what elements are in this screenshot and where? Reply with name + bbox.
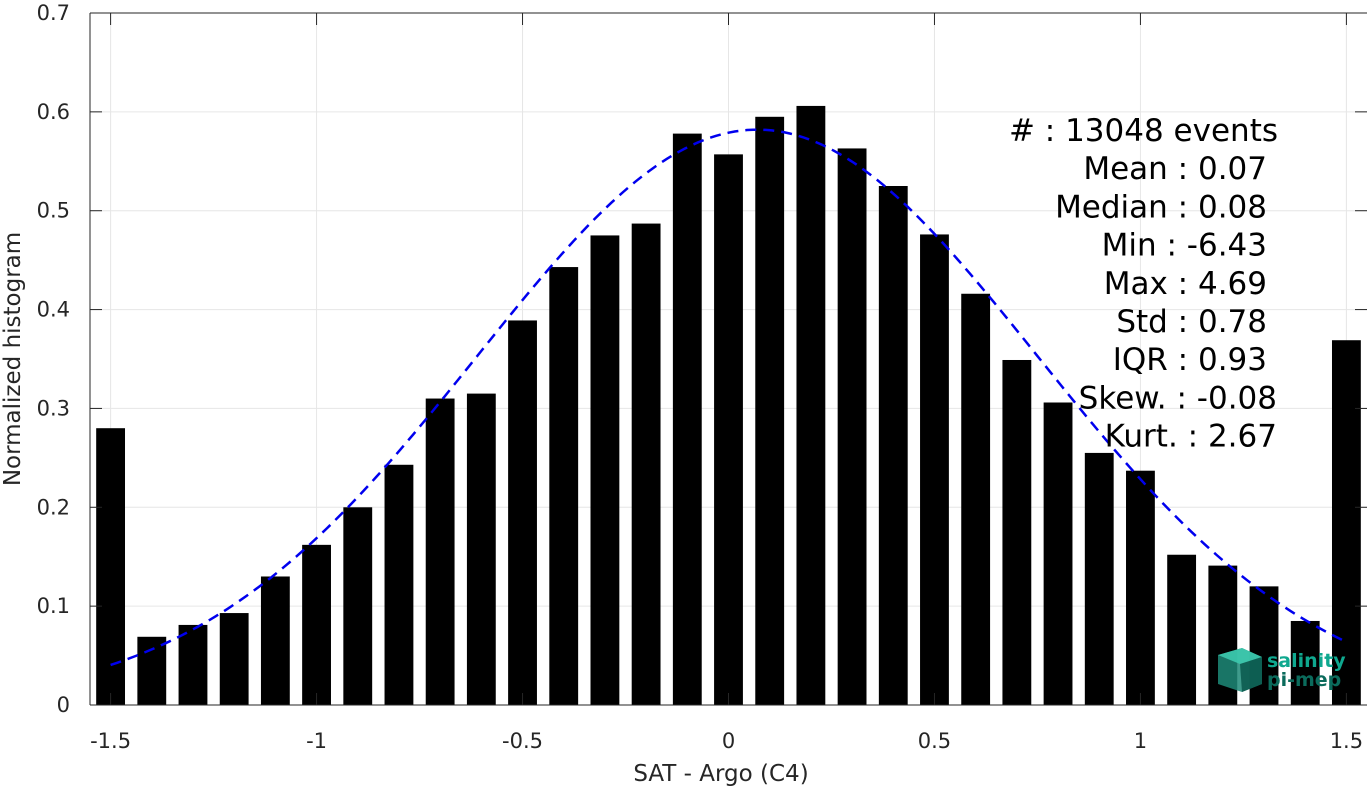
stat-line: IQR : 0.93 [1113, 342, 1267, 378]
x-tick-label: -1.5 [90, 729, 131, 753]
logo-text-salinity: salinity [1267, 650, 1346, 672]
y-axis-label: Normalized histogram [0, 232, 26, 486]
histogram-bar [590, 235, 620, 705]
x-tick-label: -1 [306, 729, 327, 753]
y-tick-label: 0 [57, 693, 70, 717]
stat-line: Std : 0.78 [1116, 304, 1267, 340]
histogram-bar [714, 154, 743, 705]
stat-line: Mean : 0.07 [1083, 151, 1267, 187]
y-axis-ticks: 0 0.1 0.2 0.3 0.4 0.5 0.6 0.7 [37, 1, 1367, 717]
histogram-bar [878, 186, 908, 705]
histogram-bar [961, 293, 991, 705]
histogram-bar [1084, 452, 1114, 705]
y-tick-label: 0.3 [37, 396, 70, 420]
histogram-bar [672, 133, 702, 705]
y-tick-label: 0.5 [37, 199, 70, 223]
x-tick-label: 0 [722, 729, 735, 753]
stat-line: Median : 0.08 [1055, 189, 1267, 225]
histogram-bar [260, 576, 290, 705]
x-axis-label: SAT - Argo (C4) [633, 761, 808, 787]
stat-line: Skew. : -0.08 [1079, 380, 1277, 416]
y-tick-label: 0.1 [37, 594, 70, 618]
histogram-bar [302, 544, 331, 705]
stat-line: Kurt. : 2.67 [1105, 419, 1277, 455]
histogram-bar [384, 464, 414, 705]
histogram-bar [837, 148, 867, 706]
histogram-bars [96, 105, 1361, 706]
histogram-bar [920, 234, 949, 705]
histogram-bar [549, 267, 579, 705]
histogram-bar [755, 116, 785, 706]
histogram-bar [137, 636, 167, 705]
stat-line: Min : -6.43 [1102, 228, 1267, 264]
histogram-bar [796, 105, 826, 705]
x-tick-label: 0.5 [918, 729, 951, 753]
histogram-bar [466, 393, 496, 705]
logo-text-pimep: pi-mep [1267, 669, 1341, 691]
x-tick-label: -0.5 [502, 729, 543, 753]
stat-line: # : 13048 events [1009, 113, 1278, 149]
y-tick-label: 0.6 [37, 100, 70, 124]
histogram-bar [343, 507, 373, 705]
histogram-bar [178, 624, 208, 705]
histogram-bar [219, 613, 249, 705]
y-tick-label: 0.7 [37, 1, 70, 25]
histogram-bar [1331, 340, 1361, 705]
histogram-bar [425, 398, 455, 705]
histogram-bar [1002, 359, 1032, 705]
x-tick-label: 1.5 [1330, 729, 1363, 753]
histogram-bar [631, 223, 661, 705]
y-tick-label: 0.2 [37, 495, 70, 519]
histogram-bar [508, 320, 537, 705]
salinity-pimep-logo: salinity pi-mep [1218, 648, 1346, 692]
y-tick-label: 0.4 [37, 298, 70, 322]
histogram-bar [1167, 554, 1197, 705]
histogram-bar [1126, 470, 1155, 705]
histogram-bar [96, 428, 126, 705]
cube-icon [1218, 648, 1262, 692]
x-axis-ticks: -1.5 -1 -0.5 0 0.5 1 1.5 [90, 13, 1363, 753]
stat-line: Max : 4.69 [1104, 266, 1267, 302]
histogram-bar [1290, 620, 1320, 705]
x-tick-label: 1 [1134, 729, 1147, 753]
histogram-bar [1043, 402, 1073, 705]
gaussian-fit-curve [110, 128, 1347, 667]
